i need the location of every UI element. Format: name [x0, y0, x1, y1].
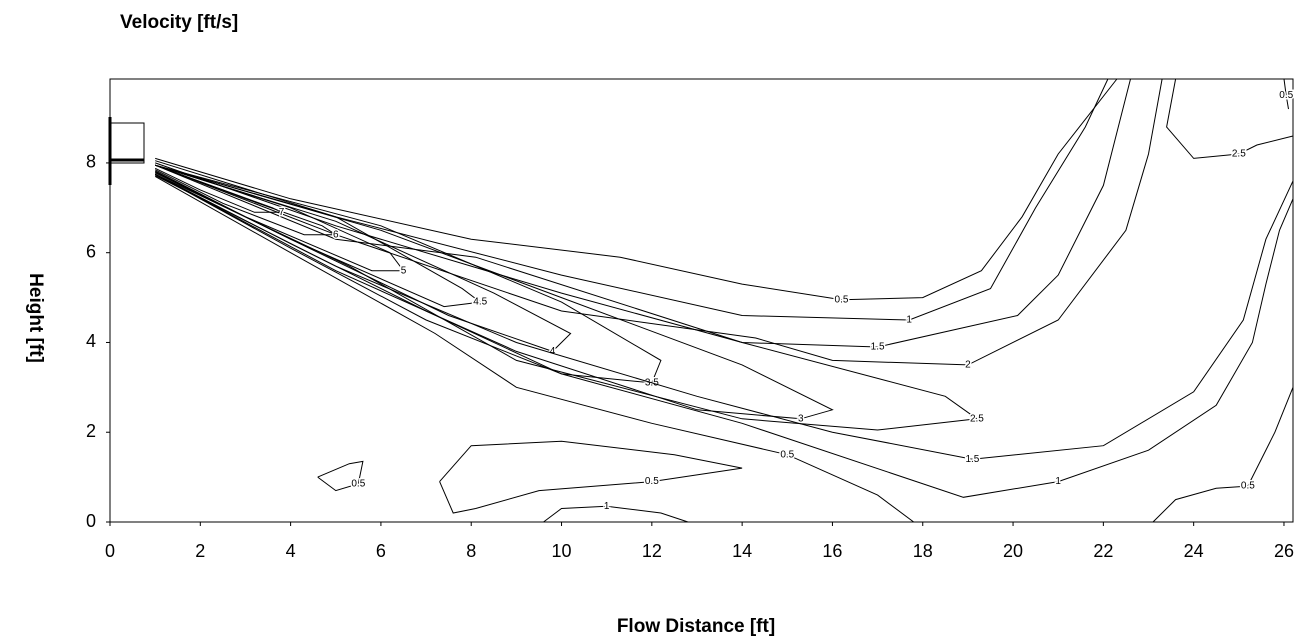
contour-label: 2.5 — [1232, 149, 1246, 160]
contour-line — [154, 164, 572, 352]
x-tick-label: 24 — [1184, 541, 1204, 561]
x-tick-label: 0 — [105, 541, 115, 561]
x-tick-label: 8 — [466, 541, 476, 561]
x-tick-label: 2 — [195, 541, 205, 561]
contour-line — [155, 78, 1131, 348]
contour-line — [543, 505, 689, 523]
contour-line — [154, 164, 482, 308]
x-tick-label: 14 — [732, 541, 752, 561]
contour-line — [439, 440, 743, 514]
contour-line — [1283, 78, 1289, 110]
contour-label: 0.5 — [351, 478, 365, 489]
contour-line — [154, 164, 338, 236]
contour-label: 0.5 — [835, 294, 849, 305]
plot-frame — [109, 78, 1294, 523]
x-tick-label: 16 — [822, 541, 842, 561]
x-tick-label: 20 — [1003, 541, 1023, 561]
contour-line — [154, 164, 405, 272]
contour-label: 0.5 — [645, 476, 659, 487]
contour-label: 4 — [550, 346, 556, 357]
contour-line — [154, 164, 979, 431]
y-tick-label: 4 — [86, 331, 96, 351]
x-tick-label: 18 — [913, 541, 933, 561]
y-tick-label: 6 — [86, 241, 96, 261]
contour-label: 5 — [401, 265, 407, 276]
contour-line — [155, 78, 1109, 321]
contour-label: 0.5 — [1241, 481, 1255, 492]
contour-label: 1 — [1055, 476, 1061, 487]
x-tick-label: 12 — [642, 541, 662, 561]
contour-label: 1 — [604, 501, 610, 512]
x-axis-title: Flow Distance [ft] — [617, 616, 775, 637]
y-tick-label: 8 — [86, 152, 96, 172]
y-axis-title: Height [ft] — [25, 273, 46, 363]
contour-line — [1166, 78, 1294, 159]
contour-line — [154, 175, 1294, 460]
nozzle — [108, 117, 145, 185]
x-tick-label: 22 — [1093, 541, 1113, 561]
contour-label: 4.5 — [473, 297, 487, 308]
contour-line — [317, 460, 364, 492]
contour-line — [154, 175, 1059, 523]
contour-label: 7 — [279, 207, 285, 218]
x-tick-label: 10 — [552, 541, 572, 561]
x-tick-label: 4 — [286, 541, 296, 561]
contour-line — [155, 78, 1163, 366]
x-tick-label: 26 — [1274, 541, 1294, 561]
contour-line — [154, 164, 662, 384]
chart-title: Velocity [ft/s] — [120, 12, 238, 33]
contour-label: 2.5 — [970, 413, 984, 424]
y-tick-label: 0 — [86, 511, 96, 531]
contour-label: 1 — [906, 315, 912, 326]
contour-line — [154, 164, 282, 213]
y-tick-label: 2 — [86, 421, 96, 441]
contour-line — [155, 78, 1118, 301]
contour-label: 0.5 — [1279, 90, 1293, 101]
contour-line — [1152, 387, 1294, 523]
contour-line — [154, 173, 1294, 498]
contour-label: 1.5 — [965, 454, 979, 465]
contour-label: 1.5 — [871, 342, 885, 353]
contour-label: 0.5 — [780, 449, 794, 460]
contour-label: 2 — [965, 360, 971, 371]
contour-label: 3 — [798, 413, 804, 424]
contour-label: 6 — [333, 229, 339, 240]
x-tick-label: 6 — [376, 541, 386, 561]
